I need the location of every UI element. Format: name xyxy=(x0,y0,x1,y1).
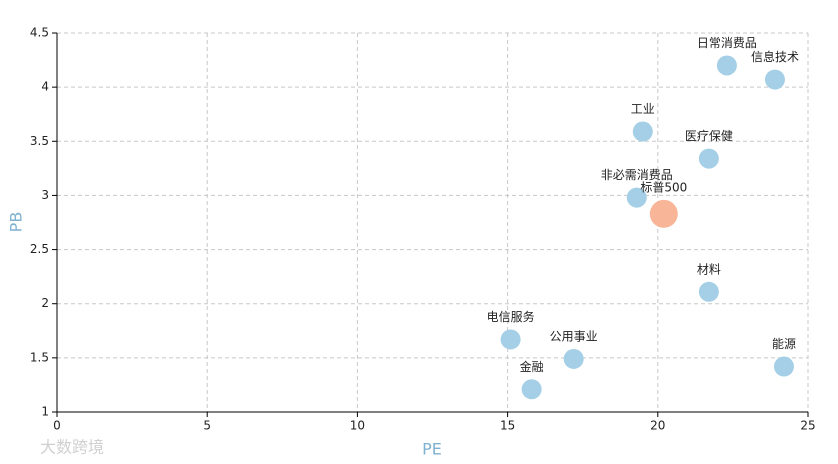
point xyxy=(716,55,737,76)
y-tick-label: 2 xyxy=(41,296,49,310)
point xyxy=(521,379,542,400)
x-tick-label: 15 xyxy=(500,419,515,433)
x-tick-label: 20 xyxy=(650,419,665,433)
y-tick-label: 2.5 xyxy=(30,242,49,256)
y-tick-label: 4.5 xyxy=(30,26,49,40)
x-tick-label: 0 xyxy=(53,419,61,433)
point-label: 日常消费品 xyxy=(697,36,757,50)
point-label: 公用事业 xyxy=(550,329,598,343)
point xyxy=(698,281,719,302)
point xyxy=(626,187,647,208)
y-tick-label: 3 xyxy=(41,188,49,202)
point xyxy=(563,348,584,369)
point xyxy=(649,199,678,228)
point xyxy=(632,121,653,142)
y-tick-label: 3.5 xyxy=(30,134,49,148)
y-tick-label: 1.5 xyxy=(30,350,49,364)
point-label: 能源 xyxy=(772,337,796,351)
y-tick-label: 1 xyxy=(41,405,49,419)
point-label: 标普500 xyxy=(640,180,687,194)
point-label: 医疗保健 xyxy=(685,129,733,143)
watermark: 大数跨境 xyxy=(40,438,104,457)
point-label: 信息技术 xyxy=(751,49,799,64)
x-tick-label: 5 xyxy=(203,419,211,433)
point-label: 材料 xyxy=(697,262,721,276)
point xyxy=(500,329,521,350)
point xyxy=(698,148,719,169)
point xyxy=(764,69,785,90)
point-label: 工业 xyxy=(631,102,655,116)
y-tick-label: 4 xyxy=(41,80,49,94)
x-axis-title: PE xyxy=(422,440,442,459)
y-axis-title: PB xyxy=(7,212,26,233)
x-tick-label: 10 xyxy=(350,419,365,433)
point-label: 非必需消费品 xyxy=(601,168,673,182)
point-label: 电信服务 xyxy=(487,309,535,324)
point xyxy=(773,356,794,377)
point-label: 金融 xyxy=(520,359,544,374)
x-tick-label: 25 xyxy=(800,419,815,433)
